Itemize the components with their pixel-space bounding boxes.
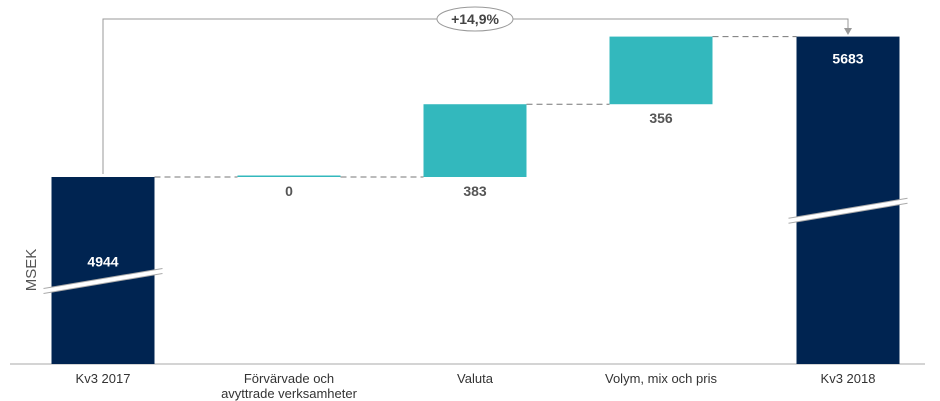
data-label: 4944 bbox=[87, 254, 118, 270]
data-label: 383 bbox=[463, 183, 487, 199]
y-axis-label: MSEK bbox=[23, 249, 40, 292]
x-tick-label: Volym, mix och pris bbox=[605, 371, 717, 386]
x-tick-label: Kv3 2017 bbox=[76, 371, 131, 386]
axis-break-icon bbox=[788, 198, 908, 224]
bar-delta bbox=[423, 104, 527, 177]
growth-oval bbox=[436, 6, 514, 32]
chart-marks: 4944 0 383 356 5683 Kv3 2017 Förvärvade och avy… bbox=[43, 36, 908, 401]
bar-total bbox=[796, 36, 900, 365]
axis-break-line bbox=[43, 268, 163, 289]
growth-arrow-icon bbox=[844, 28, 852, 35]
growth-label: +14,9% bbox=[451, 11, 499, 27]
growth-annotation: +14,9% bbox=[102, 6, 852, 174]
axis-break-line bbox=[788, 197, 908, 219]
x-tick-label: Valuta bbox=[457, 371, 494, 386]
data-label: 0 bbox=[285, 183, 293, 199]
x-tick-label: Kv3 2018 bbox=[821, 371, 876, 386]
bar-delta bbox=[237, 175, 341, 177]
data-label: 5683 bbox=[832, 51, 863, 67]
axis-break-line bbox=[788, 202, 908, 224]
x-tick-label: Förvärvade och avyttrade verksamheter bbox=[221, 371, 358, 401]
bar-total bbox=[51, 177, 155, 364]
bar-delta bbox=[609, 36, 713, 105]
axis-break-icon bbox=[43, 268, 163, 294]
axis-break-line bbox=[43, 273, 163, 294]
data-label: 356 bbox=[649, 110, 673, 126]
